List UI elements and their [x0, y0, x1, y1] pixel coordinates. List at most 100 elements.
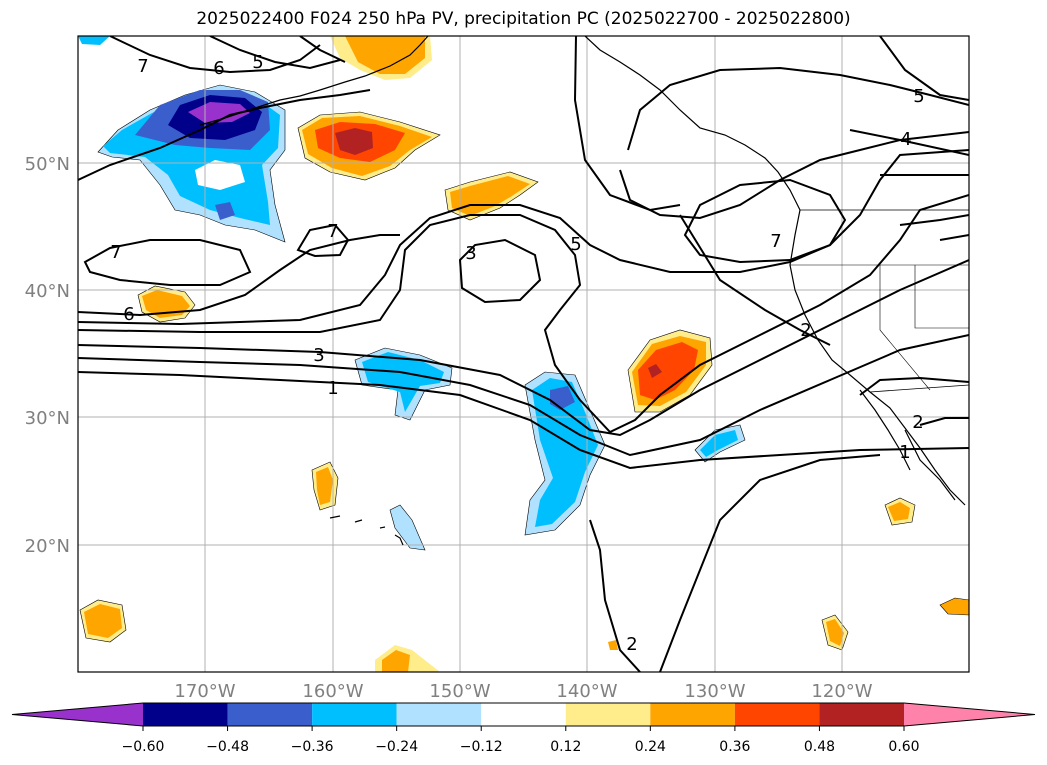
contour-label: 2 — [800, 320, 811, 341]
colorbar-tick-label: −0.60 — [122, 739, 165, 755]
contour-north-edge-2 — [209, 36, 341, 70]
lon-label: 170°W — [174, 681, 235, 700]
colorbar-bin — [565, 703, 651, 726]
contour-1 — [78, 371, 969, 470]
lat-label: 50°N — [25, 154, 70, 175]
colorbar-bin — [734, 703, 820, 726]
contour-label: 1 — [899, 442, 910, 463]
contour-5-north — [627, 66, 969, 151]
contour-label: 5 — [252, 52, 263, 73]
colorbar-bin — [481, 703, 566, 726]
contour-east-top — [879, 36, 969, 101]
colorbar-tick-label: 0.12 — [550, 739, 581, 755]
positive-anomaly-alaska-coast-inner — [345, 36, 425, 74]
lon-label: 130°W — [684, 681, 745, 700]
contour-label: 7 — [137, 56, 148, 77]
contour-label: 3 — [313, 345, 324, 366]
lat-label: 30°N — [25, 408, 70, 429]
lon-label: 150°W — [429, 681, 490, 700]
positive-anomaly-gulf-alaska-core — [335, 128, 373, 155]
contour-label: 5 — [913, 86, 924, 107]
lon-label: 140°W — [556, 681, 617, 700]
colorbar-tick-label: −0.24 — [375, 739, 418, 755]
contour-5 — [78, 149, 969, 326]
colorbar-tick-label: −0.36 — [291, 739, 334, 755]
negative-anomaly-southwest-us-inner — [700, 430, 738, 457]
contour-west-high — [78, 89, 371, 181]
contour-label: 2 — [626, 634, 637, 655]
colorbar-bin — [227, 703, 313, 726]
positive-anomaly-mexico-inner — [826, 619, 844, 646]
negative-anomaly-alaska-peak — [188, 102, 250, 123]
colorbar-tick-label: −0.12 — [460, 739, 503, 755]
contour-2-south — [78, 334, 969, 457]
positive-anomaly-sw-corner-inner — [84, 604, 122, 638]
pv-contours — [78, 36, 969, 672]
negative-anomaly-hawaii-n-inner — [362, 352, 444, 412]
positive-anomaly-east-edge — [939, 597, 969, 616]
contour-label: 3 — [465, 243, 476, 264]
negative-anomaly-south-hawaii — [389, 504, 426, 551]
contour-label: 7 — [110, 242, 121, 263]
latitude-labels: 50°N 40°N 30°N 20°N — [25, 154, 70, 557]
contour-2-baja — [859, 376, 969, 426]
colorbar-bin — [650, 703, 735, 726]
map-title: 2025022400 F024 250 hPa PV, precipitatio… — [196, 9, 851, 29]
colorbar-tick-label: 0.36 — [719, 739, 750, 755]
coastlines — [199, 36, 969, 546]
hawaii-islands — [329, 515, 404, 546]
contour-7-small — [296, 223, 350, 258]
negative-anomaly-hole — [195, 160, 245, 190]
contour-label: 2 — [912, 412, 923, 433]
colorbar-ticks: −0.60 −0.48 −0.36 −0.24 −0.12 0.12 0.24 0.36 0.4… — [122, 726, 920, 755]
contour-north-edge-1 — [109, 36, 321, 74]
baja-peninsula — [859, 389, 911, 471]
contour-label: 1 — [327, 378, 338, 399]
colorbar-tick-label: 0.48 — [804, 739, 835, 755]
contour-2-east — [679, 214, 831, 346]
positive-anomaly-tiny — [608, 640, 618, 650]
positive-anomaly-baja-inner — [888, 502, 910, 521]
contour-label: 7 — [770, 231, 781, 252]
state-border-nv — [914, 265, 969, 329]
contour-labels: 7 6 5 5 4 7 7 7 3 5 6 3 1 2 2 1 2 — [110, 52, 924, 655]
contour-3-closed — [458, 238, 542, 304]
contour-east-far — [849, 129, 969, 241]
lat-label: 40°N — [25, 281, 70, 302]
positive-anomaly-hawaii-nw-inner — [316, 467, 333, 505]
colorbar-tick-label: 0.24 — [635, 739, 666, 755]
contour-2-trough — [659, 454, 881, 672]
contour-east-ridge — [573, 36, 681, 212]
lat-label: 20°N — [25, 536, 70, 557]
positive-anomaly-california-offshore-core — [648, 364, 662, 378]
colorbar-bin — [143, 703, 228, 726]
map-figure: 7 6 5 5 4 7 7 7 3 5 6 3 1 2 2 1 2 50°N 4… — [25, 35, 970, 700]
map-plot-area: 7 6 5 5 4 7 7 7 3 5 6 3 1 2 2 1 2 — [78, 36, 969, 672]
contour-label: 4 — [900, 129, 911, 150]
colorbar-bin — [312, 703, 397, 726]
contour-4 — [78, 194, 969, 434]
negative-anomaly-small1 — [215, 202, 235, 220]
longitude-labels: 170°W 160°W 150°W 140°W 130°W 120°W — [174, 681, 872, 700]
colorbar-bin — [396, 703, 482, 726]
contour-label: 6 — [123, 304, 134, 325]
contour-3 — [78, 259, 969, 437]
contour-label: 7 — [327, 221, 338, 242]
colorbar-tick-label: 0.60 — [888, 739, 919, 755]
colorbar-extend-high — [904, 703, 1035, 726]
contour-north-edge-3 — [299, 36, 346, 63]
contour-label: 6 — [213, 58, 224, 79]
gulf-california — [904, 429, 956, 501]
us-mexico-border — [869, 384, 969, 393]
lon-label: 160°W — [302, 681, 363, 700]
colorbar-tick-label: −0.48 — [206, 739, 249, 755]
colorbar-extend-low — [12, 703, 143, 726]
contour-6 — [78, 234, 400, 317]
precip-anomaly-fills — [78, 36, 969, 672]
lon-label: 120°W — [811, 681, 872, 700]
negative-anomaly-corner — [78, 36, 110, 45]
us-west-coast — [789, 209, 966, 506]
contour-2-south-ext — [589, 519, 641, 672]
contour-7-closed-east — [683, 178, 847, 264]
